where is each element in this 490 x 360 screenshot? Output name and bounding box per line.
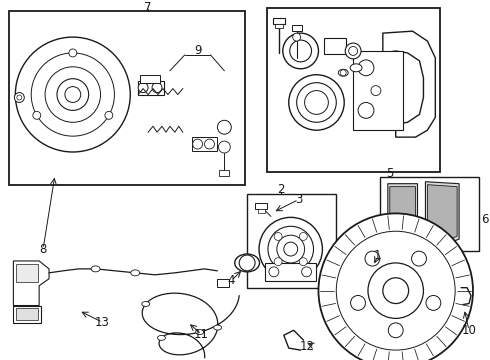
Polygon shape xyxy=(425,182,459,244)
Polygon shape xyxy=(383,31,435,137)
Circle shape xyxy=(302,267,312,277)
Circle shape xyxy=(336,231,455,350)
Bar xyxy=(13,306,41,323)
Bar xyxy=(138,81,164,95)
Circle shape xyxy=(383,278,409,303)
Ellipse shape xyxy=(91,266,100,272)
Ellipse shape xyxy=(142,301,149,306)
Text: 7: 7 xyxy=(145,1,152,14)
Text: 8: 8 xyxy=(39,243,47,256)
Text: 4: 4 xyxy=(227,274,235,287)
Circle shape xyxy=(69,49,77,57)
Circle shape xyxy=(45,67,100,122)
Circle shape xyxy=(358,60,374,76)
Circle shape xyxy=(388,323,403,338)
Polygon shape xyxy=(390,187,416,240)
Circle shape xyxy=(259,217,322,281)
Circle shape xyxy=(65,87,81,103)
Text: 10: 10 xyxy=(462,324,476,337)
Circle shape xyxy=(33,111,41,119)
Circle shape xyxy=(351,296,366,310)
Circle shape xyxy=(289,75,344,130)
Circle shape xyxy=(274,258,282,266)
Circle shape xyxy=(57,79,89,111)
Circle shape xyxy=(283,33,318,69)
Polygon shape xyxy=(388,184,417,243)
Bar xyxy=(218,279,229,287)
Circle shape xyxy=(204,139,215,149)
Bar xyxy=(353,51,403,130)
Text: 3: 3 xyxy=(295,193,302,206)
Circle shape xyxy=(368,263,423,318)
Circle shape xyxy=(17,95,22,100)
Bar xyxy=(292,25,302,31)
Text: 5: 5 xyxy=(386,167,393,180)
Ellipse shape xyxy=(338,69,348,76)
Bar xyxy=(16,264,38,282)
Circle shape xyxy=(358,103,374,118)
Polygon shape xyxy=(427,185,457,241)
Circle shape xyxy=(290,40,312,62)
Circle shape xyxy=(152,83,162,93)
Bar xyxy=(192,137,218,151)
Text: 1: 1 xyxy=(374,249,382,262)
Polygon shape xyxy=(13,261,49,306)
Text: 9: 9 xyxy=(194,45,201,58)
Bar xyxy=(220,170,229,176)
Bar xyxy=(9,12,245,185)
Bar xyxy=(258,210,265,213)
Text: 12: 12 xyxy=(299,339,315,353)
Circle shape xyxy=(299,258,307,266)
Bar xyxy=(140,75,160,83)
Bar xyxy=(255,203,267,210)
Text: 11: 11 xyxy=(194,328,209,341)
Circle shape xyxy=(268,226,314,272)
Ellipse shape xyxy=(196,330,204,334)
Circle shape xyxy=(277,235,305,263)
Circle shape xyxy=(305,91,328,114)
Ellipse shape xyxy=(350,64,362,72)
Circle shape xyxy=(299,233,307,240)
Text: 2: 2 xyxy=(277,183,285,196)
Circle shape xyxy=(269,267,279,277)
Bar xyxy=(265,263,317,281)
Circle shape xyxy=(371,86,381,95)
Circle shape xyxy=(318,213,473,360)
Circle shape xyxy=(105,111,113,119)
Circle shape xyxy=(138,83,148,93)
Circle shape xyxy=(218,120,231,134)
Bar xyxy=(324,38,346,54)
Bar xyxy=(380,177,479,251)
Circle shape xyxy=(365,251,380,266)
Circle shape xyxy=(340,70,346,76)
Bar xyxy=(275,24,283,28)
Circle shape xyxy=(31,53,115,136)
Ellipse shape xyxy=(214,325,221,330)
Circle shape xyxy=(412,251,426,266)
Circle shape xyxy=(426,296,441,310)
Bar xyxy=(247,194,336,288)
Ellipse shape xyxy=(235,254,260,272)
Bar xyxy=(267,8,441,172)
Ellipse shape xyxy=(157,336,166,340)
Circle shape xyxy=(193,139,202,149)
Circle shape xyxy=(345,43,361,59)
Ellipse shape xyxy=(293,33,301,41)
Circle shape xyxy=(219,141,230,153)
Circle shape xyxy=(15,37,130,152)
Circle shape xyxy=(239,255,255,271)
Circle shape xyxy=(14,93,24,103)
Bar xyxy=(273,18,285,24)
Circle shape xyxy=(349,46,358,55)
Bar xyxy=(16,309,38,320)
Text: 6: 6 xyxy=(481,213,489,226)
Ellipse shape xyxy=(131,270,140,276)
Circle shape xyxy=(296,83,336,122)
Circle shape xyxy=(284,242,297,256)
Text: 13: 13 xyxy=(95,316,110,329)
Circle shape xyxy=(274,233,282,240)
